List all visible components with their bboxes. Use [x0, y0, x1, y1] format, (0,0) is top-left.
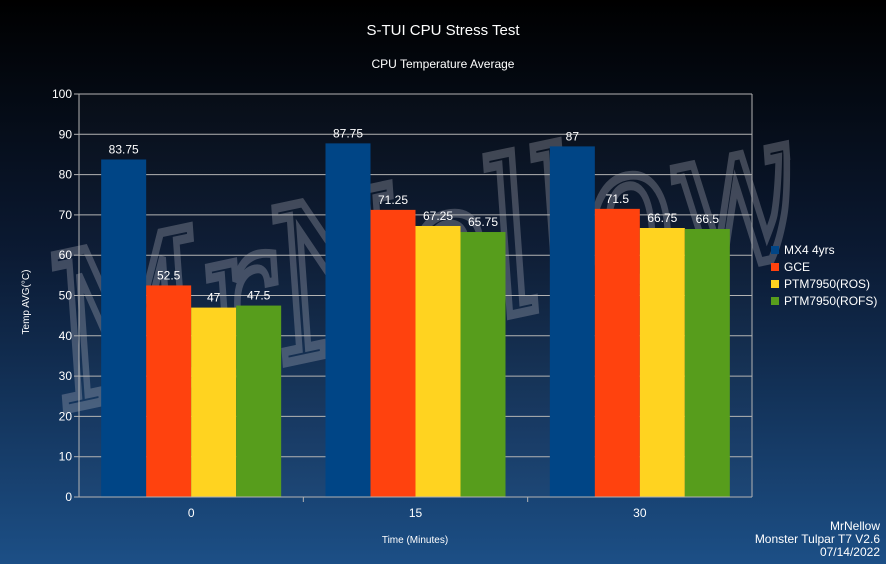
bar	[460, 232, 506, 497]
legend-swatch	[771, 297, 779, 305]
bar	[639, 227, 685, 497]
data-label: 47	[207, 291, 221, 305]
legend-label: GCE	[784, 260, 810, 274]
bar	[146, 285, 192, 497]
bar-labels: 83.75 52.5 47 47.5 87.75 71.25 67.25 65.75 87 71.…	[109, 126, 720, 304]
y-tick-label: 100	[52, 87, 72, 101]
y-tick-label: 20	[59, 409, 73, 423]
y-tick-label: 10	[59, 450, 73, 464]
legend-label: PTM7950(ROS)	[784, 277, 870, 291]
bar	[325, 143, 371, 497]
bar	[594, 208, 640, 498]
tick-labels: 0 10 20 30 40 50 60 70 80 90 100 0 15 30	[52, 87, 647, 520]
y-tick-label: 50	[59, 289, 73, 303]
bars	[101, 143, 730, 498]
credit-system: Monster Tulpar T7 V2.6	[754, 532, 880, 546]
data-label: 66.5	[696, 212, 720, 226]
x-tick-label: 0	[188, 506, 195, 520]
data-label: 52.5	[157, 268, 181, 282]
x-axis-label: Time (Minutes)	[382, 535, 448, 546]
legend-label: PTM7950(ROFS)	[784, 294, 877, 308]
y-tick-label: 0	[65, 490, 72, 504]
bar	[684, 229, 730, 497]
data-label: 71.25	[378, 193, 408, 207]
bar	[101, 159, 147, 498]
y-tick-label: 90	[59, 127, 73, 141]
legend-swatch	[771, 246, 779, 254]
legend-swatch	[771, 280, 779, 288]
chart-title: S-TUI CPU Stress Test	[366, 22, 520, 39]
data-label: 66.75	[647, 211, 677, 225]
legend: MX4 4yrs GCE PTM7950(ROS) PTM7950(ROFS)	[771, 243, 877, 308]
credit-author: MrNellow	[829, 519, 880, 533]
bar	[236, 305, 282, 497]
data-label: 87.75	[333, 126, 363, 140]
data-label: 65.75	[468, 215, 498, 229]
credit-date: 07/14/2022	[819, 545, 880, 559]
y-tick-label: 70	[59, 208, 73, 222]
chart-subtitle: CPU Temperature Average	[372, 57, 515, 71]
y-axis-label: Temp AVG(°C)	[21, 270, 32, 335]
data-label: 47.5	[247, 289, 271, 303]
data-label: 71.5	[606, 192, 630, 206]
y-tick-label: 60	[59, 248, 73, 262]
data-label: 83.75	[109, 142, 139, 156]
bar	[415, 225, 461, 498]
legend-swatch	[771, 263, 779, 271]
bar	[549, 146, 595, 497]
y-tick-label: 30	[59, 369, 73, 383]
y-tick-label: 40	[59, 329, 73, 343]
axes	[78, 94, 753, 498]
data-label: 67.25	[423, 209, 453, 223]
bar	[191, 307, 237, 497]
legend-label: MX4 4yrs	[784, 243, 835, 257]
x-tick-label: 15	[409, 506, 423, 520]
x-tick-label: 30	[633, 506, 647, 520]
bar	[370, 209, 416, 498]
data-label: 87	[566, 129, 580, 143]
y-tick-label: 80	[59, 168, 73, 182]
